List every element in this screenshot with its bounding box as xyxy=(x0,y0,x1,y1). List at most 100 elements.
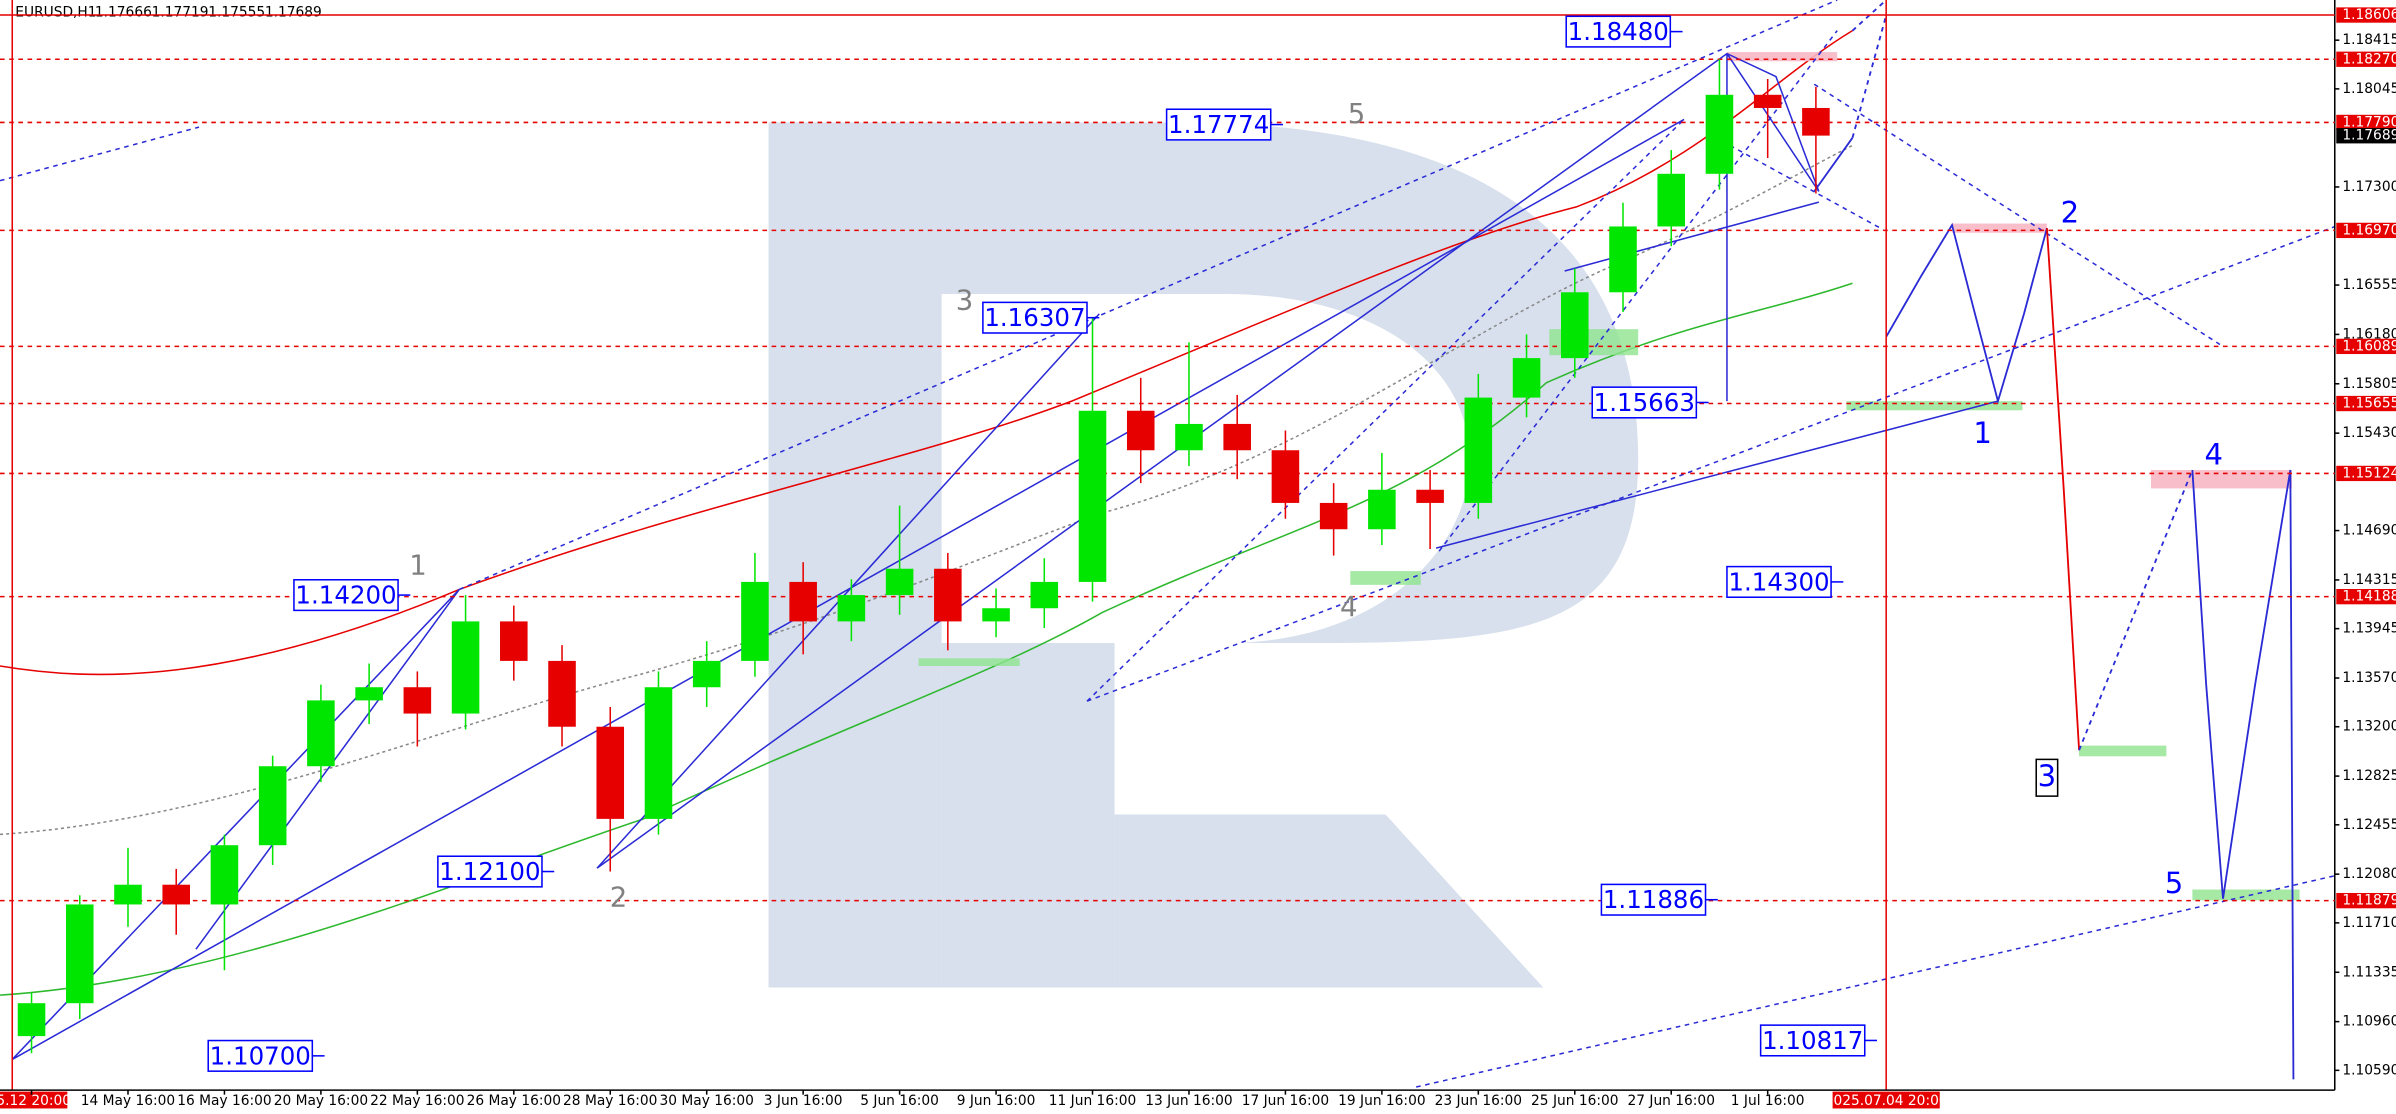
x-tick-label: 30 May 16:00 xyxy=(660,1093,754,1109)
price-box-label: 1.14300 xyxy=(1728,567,1829,596)
level-tag xyxy=(2336,395,2396,412)
candle-body xyxy=(1560,292,1589,359)
y-tick-label: 1.12825 xyxy=(2342,768,2396,784)
x-tick-label: 22 May 16:00 xyxy=(370,1093,464,1109)
candle-body xyxy=(210,845,239,905)
level-tag xyxy=(2336,892,2396,909)
x-tick-label: 5 Jun 16:00 xyxy=(860,1093,939,1109)
candle-body xyxy=(837,595,866,622)
candle-body xyxy=(500,621,528,661)
level-tag xyxy=(2336,7,2396,23)
candle-body xyxy=(1609,226,1637,293)
price-axis-panel xyxy=(2334,0,2396,1110)
price-box-label: 1.15663 xyxy=(1594,388,1695,417)
level-label: 1.15655 xyxy=(2342,396,2396,412)
symbol-title: EURUSD,H1 xyxy=(15,4,96,20)
price-box xyxy=(437,855,543,888)
price-box-label: 1.12100 xyxy=(439,857,540,886)
header-quote: 1.17666 xyxy=(95,4,152,20)
wave-label: 4 xyxy=(1340,591,1358,623)
candle-body xyxy=(1464,397,1493,503)
candle-body xyxy=(1416,489,1444,503)
candle-body xyxy=(692,660,721,688)
current-price-label: 1.17689 xyxy=(2342,128,2396,144)
candle-body xyxy=(644,687,673,819)
forecast-box xyxy=(2035,758,2059,797)
y-tick-label: 1.14690 xyxy=(2342,523,2396,539)
level-label: 1.11879 xyxy=(2342,893,2396,909)
wave-label: 3 xyxy=(956,285,974,317)
wave-label: 2 xyxy=(610,882,628,914)
x-tick-label: 25 Jun 16:00 xyxy=(1531,1093,1618,1109)
y-tick-label: 1.13945 xyxy=(2342,621,2396,637)
header-quote: 1.17719 xyxy=(152,4,209,20)
candle-body xyxy=(934,568,962,622)
logo xyxy=(768,122,1639,988)
forecast-label: 4 xyxy=(2205,437,2224,471)
candle-body xyxy=(162,884,190,905)
candle-body xyxy=(258,766,287,846)
candle-body xyxy=(1030,581,1059,609)
level-tag xyxy=(2336,51,2396,67)
x-tick-label: 16 May 16:00 xyxy=(177,1093,271,1109)
header-quote: 1.17555 xyxy=(208,4,265,20)
y-tick-label: 1.10960 xyxy=(2342,1014,2396,1030)
candle-body xyxy=(17,1003,46,1037)
candle-body xyxy=(548,660,576,727)
candle-body xyxy=(741,581,769,661)
price-box-label: 1.14200 xyxy=(295,581,396,610)
price-box xyxy=(982,301,1088,334)
wave-label: 5 xyxy=(1348,98,1366,130)
y-tick-label: 1.13200 xyxy=(2342,719,2396,735)
trend-lines xyxy=(0,0,2336,1088)
y-tick-label: 1.15430 xyxy=(2342,425,2396,441)
candle-body xyxy=(65,904,94,1004)
y-tick-label: 1.18045 xyxy=(2342,81,2396,97)
candle-body xyxy=(596,726,625,819)
y-tick-label: 1.11710 xyxy=(2342,915,2396,931)
level-tag xyxy=(2336,114,2396,131)
candle-body xyxy=(1319,502,1348,530)
candle-body xyxy=(885,568,914,596)
wave-label: 1 xyxy=(409,549,427,581)
level-label: 1.18270 xyxy=(2342,51,2396,67)
candle-body xyxy=(1705,94,1734,174)
price-box-label: 1.16307 xyxy=(984,303,1085,332)
price-box xyxy=(1165,108,1272,141)
level-label: 1.17790 xyxy=(2342,114,2396,130)
x-tick-label: 27 Jun 16:00 xyxy=(1628,1093,1715,1109)
candle-body xyxy=(1175,423,1203,451)
price-box-label: 1.18480 xyxy=(1568,17,1669,46)
price-box xyxy=(1565,15,1672,48)
x-tick-label: 20 May 16:00 xyxy=(274,1093,368,1109)
y-tick-label: 1.12080 xyxy=(2342,866,2396,882)
y-tick-label: 1.10590 xyxy=(2342,1062,2396,1078)
x-tick-label: 13 Jun 16:00 xyxy=(1145,1093,1232,1109)
x-tick-label: 17 Jun 16:00 xyxy=(1242,1093,1329,1109)
y-tick-label: 1.11335 xyxy=(2342,964,2396,980)
price-box-label: 1.17774 xyxy=(1168,110,1269,139)
y-tick-label: 1.15805 xyxy=(2342,376,2396,392)
x-tick-label: 28 May 16:00 xyxy=(563,1093,657,1109)
candle-body xyxy=(1368,489,1396,530)
price-box-label: 1.11886 xyxy=(1603,885,1704,914)
level-tag xyxy=(2336,338,2396,355)
price-box xyxy=(1591,386,1698,419)
forecast-label: 1 xyxy=(1973,416,1992,450)
candle-body xyxy=(307,700,335,767)
candle-body xyxy=(403,687,432,714)
candle-body xyxy=(1126,410,1155,451)
candle-body xyxy=(789,581,817,622)
candle-body xyxy=(1753,94,1782,108)
level-label: 1.15124 xyxy=(2342,465,2396,481)
cursor-time: 2025.07.04 20:00 xyxy=(1825,1093,1948,1109)
x-tick-label: 5.12 20:00 xyxy=(0,1093,71,1109)
candle-body xyxy=(114,884,142,905)
y-tick-label: 1.13570 xyxy=(2342,670,2396,686)
level-label: 1.18606 xyxy=(2342,7,2396,23)
level-label: 1.16970 xyxy=(2342,222,2396,238)
price-box-label: 1.10817 xyxy=(1762,1026,1863,1055)
level-label: 1.14188 xyxy=(2342,589,2396,605)
y-tick-label: 1.17300 xyxy=(2342,179,2396,195)
x-tick-label: 23 Jun 16:00 xyxy=(1435,1093,1522,1109)
